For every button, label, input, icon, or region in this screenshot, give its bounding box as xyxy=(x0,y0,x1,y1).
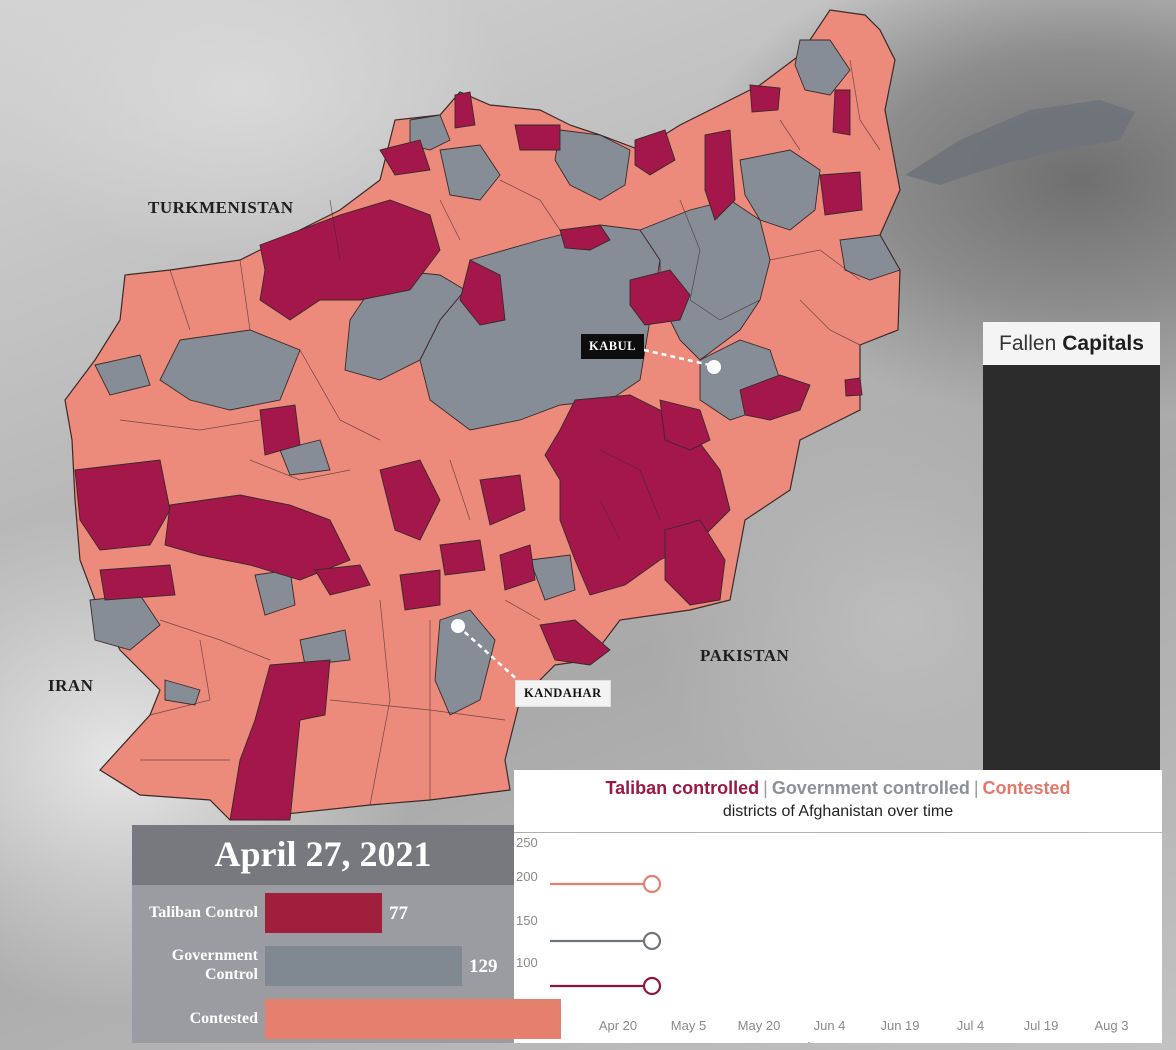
current-date: April 27, 2021 xyxy=(132,825,514,885)
city-label-kandahar: KANDAHAR xyxy=(515,680,611,707)
stat-label-line: Taliban Control xyxy=(149,904,258,921)
kandahar-marker[interactable] xyxy=(451,619,465,633)
fallen-capitals-title-bold: Capitals xyxy=(1062,331,1144,355)
stats-panel: April 27, 2021 Taliban Control 77 Govern… xyxy=(132,825,597,1043)
city-label-kabul: KABUL xyxy=(581,334,644,359)
x-tick-label: Jun 19 xyxy=(880,1018,919,1033)
series-endpoint xyxy=(642,976,662,996)
x-tick-label: Jul 19 xyxy=(1024,1018,1059,1033)
y-tick-label: 150 xyxy=(516,913,538,928)
legend-government[interactable]: Government controlled xyxy=(771,778,970,798)
kabul-pointer-line xyxy=(643,348,715,368)
fallen-capitals-panel: Fallen Capitals xyxy=(983,322,1160,770)
stat-row-government: Government Control 129 xyxy=(132,944,514,988)
legend-contested[interactable]: Contested xyxy=(982,778,1071,798)
x-tick-label: May 5 xyxy=(671,1018,706,1033)
x-tick-label: Apr 20 xyxy=(599,1018,637,1033)
series-endpoint xyxy=(642,874,662,894)
fallen-capitals-title-light: Fallen xyxy=(999,331,1057,355)
kabul-marker[interactable] xyxy=(707,360,721,374)
legend-separator: | xyxy=(763,778,768,798)
timeline-chart-svg[interactable]: 250 200 150 100 Apr 20 May 5 May 20 Jun 4 Jun 19… xyxy=(514,833,1162,1043)
taliban-districts xyxy=(74,84,863,821)
stat-label-line: Control xyxy=(204,966,258,983)
fallen-capitals-title: Fallen Capitals xyxy=(983,322,1160,365)
stat-label-government: Government Control xyxy=(132,946,258,984)
timeline-chart[interactable]: 250 200 150 100 Apr 20 May 5 May 20 Jun 4 Jun 19… xyxy=(514,833,1162,1043)
stat-bar-taliban xyxy=(265,893,382,933)
x-tick-label: Jul 4 xyxy=(957,1018,984,1033)
x-tick-label: Aug 3 xyxy=(1095,1018,1129,1033)
y-tick-label: 100 xyxy=(516,955,538,970)
country-label-iran: IRAN xyxy=(48,676,94,695)
legend-taliban[interactable]: Taliban controlled xyxy=(605,778,760,798)
stat-label-line: Government xyxy=(171,947,258,964)
y-tick-label: 200 xyxy=(516,869,538,884)
baseline-dot xyxy=(807,1042,811,1043)
stat-bar-government xyxy=(265,946,462,986)
stat-label-line: Contested xyxy=(189,1010,258,1027)
stat-value-taliban: 77 xyxy=(389,903,408,924)
x-tick-label: Jun 4 xyxy=(814,1018,846,1033)
district-boundaries xyxy=(119,59,881,806)
series-endpoint xyxy=(642,931,662,951)
stat-bar-contested xyxy=(265,999,561,1039)
legend-line: Taliban controlled | Government controlled… xyxy=(514,778,1162,799)
stat-row-contested: Contested 194 xyxy=(132,997,597,1041)
stat-value-government: 129 xyxy=(469,956,498,977)
issyk-kul-shape xyxy=(905,100,1135,185)
country-label-turkmenistan: TURKMENISTAN xyxy=(148,198,294,217)
x-tick-label: May 20 xyxy=(738,1018,781,1033)
stat-value-contested: 194 xyxy=(568,1009,597,1030)
stat-row-taliban: Taliban Control 77 xyxy=(132,891,514,935)
stat-label-contested: Contested xyxy=(132,1009,258,1028)
legend-separator: | xyxy=(973,778,979,798)
legend: Taliban controlled | Government controlled… xyxy=(514,770,1162,832)
y-tick-label: 250 xyxy=(516,835,538,850)
country-label-pakistan: PAKISTAN xyxy=(700,646,790,665)
legend-subtitle: districts of Afghanistan over time xyxy=(722,803,954,820)
stat-label-taliban: Taliban Control xyxy=(132,903,258,922)
